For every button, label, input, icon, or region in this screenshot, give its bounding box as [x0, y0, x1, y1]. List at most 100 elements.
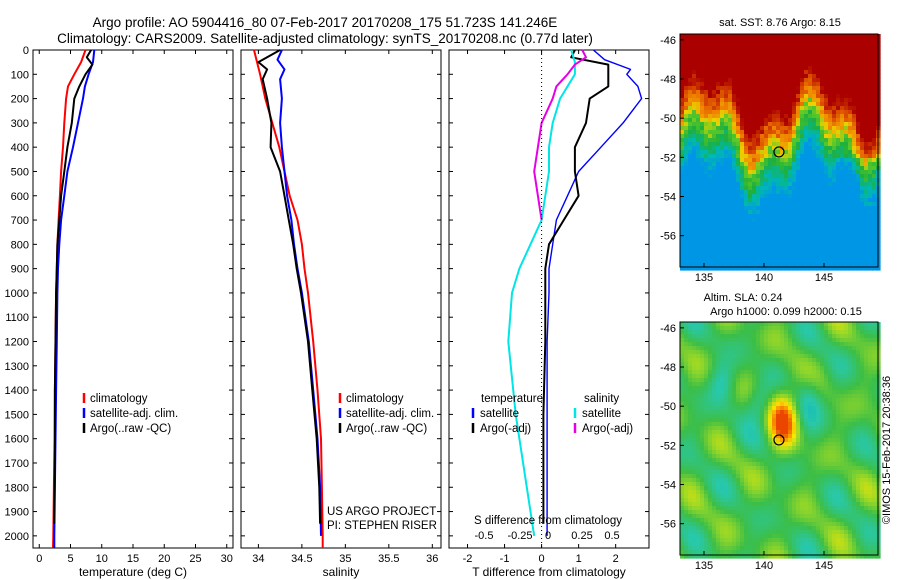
map-y-tick-label: -50 — [660, 113, 676, 125]
sla-map-title-line2: Argo h1000: 0.099 h2000: 0.15 — [710, 306, 862, 318]
map-x-tick-label: 140 — [755, 272, 773, 284]
map-panel-4: 135 140 145 -46 -48 -50 -52 -54 -56 sat. SST: 8.7… — [660, 17, 881, 284]
top-x-tick-label: 0.25 — [571, 530, 592, 542]
plot-frame — [32, 49, 234, 549]
profile-panel-3: -2 -1 0 1 2T difference from climatology temp… — [448, 49, 650, 579]
series-line-salinity-satellite — [507, 49, 576, 537]
figure-title-line1: Argo profile: AO 5904416_80 07-Feb-2017 … — [92, 15, 558, 30]
legend-label: Argo(..raw -QC) — [346, 423, 427, 435]
top-x-tick-label: -0.5 — [475, 530, 494, 542]
x-tick-label: 30 — [221, 553, 233, 565]
x-tick-label: 34.5 — [291, 553, 312, 565]
map-frame — [679, 321, 879, 556]
map-y-tick-label: -52 — [660, 152, 676, 164]
x-axis-label: temperature (deg C) — [79, 565, 187, 579]
map-y-tick-label: -56 — [660, 519, 676, 531]
x-tick-label: 34 — [252, 553, 264, 565]
y-tick-label: 1700 — [5, 458, 29, 470]
y-tick-label: 800 — [11, 239, 29, 251]
y-tick-label: 400 — [11, 142, 29, 154]
legend-label: satellite — [582, 408, 621, 420]
x-tick-label: 10 — [96, 553, 108, 565]
x-tick-label: 0 — [539, 553, 545, 565]
y-tick-label: 600 — [11, 191, 29, 203]
x-tick-label: 36 — [426, 553, 438, 565]
top-x-tick-label: 0.5 — [604, 530, 619, 542]
argo-location-marker — [773, 146, 785, 158]
y-tick-label: 1300 — [5, 361, 29, 373]
top-x-tick-label: -0.25 — [507, 530, 532, 542]
y-tick-label: 1600 — [5, 434, 29, 446]
x-tick-label: 5 — [67, 553, 73, 565]
map-x-tick-label: 135 — [695, 272, 713, 284]
series-line-argo-raw-qc- — [53, 49, 94, 524]
series-line-temperature-argo-adj- — [542, 49, 610, 524]
x-tick-label: 0 — [36, 553, 42, 565]
map-image — [680, 322, 881, 559]
map-x-tick-label: 135 — [695, 560, 713, 572]
top-x-tick-label: 0 — [545, 530, 551, 542]
series-line-temperature-satellite — [546, 49, 643, 536]
profile-panel-1: 0 5 10 15 20 25 300100200300400500600700800900… — [5, 45, 234, 579]
x-tick-label: 2 — [613, 553, 619, 565]
figure-title-line2: Climatology: CARS2009. Satellite-adjuste… — [57, 31, 593, 46]
x-tick-label: 35.5 — [378, 553, 399, 565]
y-tick-label: 1200 — [5, 337, 29, 349]
profile-panel-2: 34 34.5 35 35.5 36 salinity climatology satelli… — [240, 49, 442, 579]
map-y-tick-label: -54 — [660, 192, 676, 204]
y-tick-label: 1800 — [5, 482, 29, 494]
y-tick-label: 1400 — [5, 385, 29, 397]
map-y-tick-label: -52 — [660, 440, 676, 452]
map-y-tick-label: -48 — [660, 74, 676, 86]
map-x-tick-label: 145 — [815, 272, 833, 284]
map-y-tick-label: -50 — [660, 401, 676, 413]
legend-group-title-temperature: temperature — [481, 393, 543, 405]
x-tick-label: -2 — [463, 553, 473, 565]
series-line-salinity-argo-adj- — [533, 49, 587, 221]
map-y-tick-label: -56 — [660, 231, 676, 243]
legend-label: Argo(-adj) — [480, 423, 531, 435]
sst-map-title: sat. SST: 8.76 Argo: 8.15 — [719, 17, 841, 29]
legend-label: satellite — [480, 408, 519, 420]
map-y-tick-label: -54 — [660, 480, 676, 492]
x-tick-label: 15 — [127, 553, 139, 565]
legend-label: Argo(-adj) — [582, 423, 633, 435]
map-x-tick-label: 145 — [815, 560, 833, 572]
map-image — [680, 34, 881, 271]
y-tick-label: 300 — [11, 118, 29, 130]
y-tick-label: 1000 — [5, 288, 29, 300]
x-axis-label: salinity — [323, 565, 360, 579]
x-tick-label: 1 — [576, 553, 582, 565]
top-x-axis-label: S difference from climatology — [474, 515, 622, 527]
map-y-tick-label: -46 — [660, 35, 676, 47]
imos-timestamp: ©IMOS 15-Feb-2017 20:38:36 — [881, 376, 893, 524]
series-line-argo-raw-qc- — [257, 49, 322, 524]
x-tick-label: 25 — [189, 553, 201, 565]
y-tick-label: 500 — [11, 166, 29, 178]
legend-label: satellite-adj. clim. — [90, 408, 178, 420]
y-tick-label: 100 — [11, 69, 29, 81]
y-tick-label: 1500 — [5, 409, 29, 421]
x-axis-label: T difference from climatology — [472, 565, 626, 579]
y-tick-label: 1900 — [5, 507, 29, 519]
legend-label: climatology — [90, 393, 148, 405]
x-tick-label: 20 — [158, 553, 170, 565]
map-y-tick-label: -48 — [660, 362, 676, 374]
project-annotation: US ARGO PROJECT — [327, 506, 436, 518]
y-tick-label: 2000 — [5, 531, 29, 543]
legend-label: climatology — [346, 393, 404, 405]
legend-group-title-salinity: salinity — [584, 393, 619, 405]
x-tick-label: 35 — [339, 553, 351, 565]
y-tick-label: 1100 — [5, 312, 29, 324]
argo-location-marker — [773, 434, 785, 446]
y-tick-label: 200 — [11, 94, 29, 106]
map-panel-5: 135 140 145 -46 -48 -50 -52 -54 -56 Altim. SLA: 0… — [660, 292, 881, 572]
y-tick-label: 900 — [11, 264, 29, 276]
y-tick-label: 0 — [23, 45, 29, 57]
project-annotation: PI: STEPHEN RISER — [327, 520, 437, 532]
map-y-tick-label: -46 — [660, 323, 676, 335]
sla-map-title-line1: Altim. SLA: 0.24 — [704, 292, 783, 304]
legend-label: satellite-adj. clim. — [346, 408, 434, 420]
